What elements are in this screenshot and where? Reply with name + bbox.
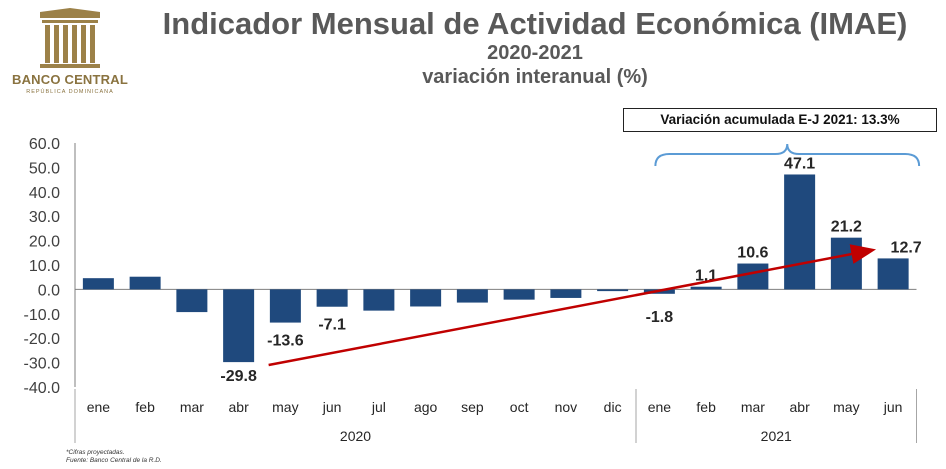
- y-tick-label: -40.0: [24, 380, 61, 397]
- y-tick-label: 40.0: [29, 185, 60, 202]
- bar: [550, 289, 582, 298]
- x-tick-label: mar: [741, 399, 765, 415]
- bar: [597, 289, 629, 292]
- bar: [363, 289, 395, 311]
- data-label: -1.8: [646, 309, 674, 326]
- footnote-source: Fuente: Banco Central de la R.D.: [66, 457, 162, 464]
- x-tick-label: abr: [790, 399, 811, 415]
- y-tick-label: 30.0: [29, 209, 60, 226]
- y-tick-label: 50.0: [29, 160, 60, 177]
- y-tick-label: 60.0: [29, 136, 60, 153]
- data-label: 21.2: [831, 219, 862, 236]
- bar: [316, 289, 348, 307]
- x-tick-label: jul: [371, 399, 386, 415]
- y-tick-label: -30.0: [24, 356, 61, 373]
- logo-bank-name: BANCO CENTRAL: [12, 72, 128, 87]
- footnotes: *Cifras proyectadas. Fuente: Banco Centr…: [66, 449, 162, 465]
- x-tick-label: may: [272, 399, 298, 415]
- x-tick-label: feb: [135, 399, 155, 415]
- bank-building-icon: [40, 8, 100, 68]
- x-tick-label: mar: [180, 399, 204, 415]
- bar: [737, 263, 769, 290]
- y-tick-label: 20.0: [29, 234, 60, 251]
- x-tick-label: feb: [696, 399, 716, 415]
- y-tick-label: 10.0: [29, 258, 60, 275]
- bar: [503, 289, 535, 300]
- footnote-projected: *Cifras proyectadas.: [66, 449, 125, 456]
- bar: [269, 289, 301, 323]
- x-tick-label: dic: [604, 399, 622, 415]
- y-tick-label: 0.0: [38, 282, 60, 299]
- bar: [176, 289, 208, 313]
- year-group-label: 2021: [761, 428, 792, 444]
- year-group-label: 2020: [340, 428, 371, 444]
- chart-subtitle: variación interanual (%): [422, 66, 648, 88]
- data-label: -29.8: [220, 368, 257, 385]
- y-tick-label: -10.0: [24, 307, 61, 324]
- x-tick-label: nov: [555, 399, 578, 415]
- bar: [690, 286, 722, 290]
- data-label: -13.6: [267, 333, 304, 350]
- x-tick-label: ene: [648, 399, 672, 415]
- x-tick-label: ene: [87, 399, 111, 415]
- x-tick-label: abr: [229, 399, 250, 415]
- x-tick-label: jun: [883, 399, 903, 415]
- bar: [129, 276, 161, 290]
- imae-bar-chart: 60.0 50.0 40.0 30.0 20.0 10.0 0.0 -10.0 -20.0 -30…: [24, 136, 922, 444]
- x-tick-label: jun: [322, 399, 342, 415]
- chart-period: 2020-2021: [487, 42, 583, 64]
- y-tick-label: -20.0: [24, 331, 61, 348]
- bar: [784, 174, 816, 290]
- data-label: 10.6: [737, 245, 768, 262]
- bar: [223, 289, 255, 363]
- bar: [456, 289, 488, 303]
- x-tick-label: ago: [414, 399, 438, 415]
- bar: [410, 289, 442, 307]
- x-tick-label: sep: [461, 399, 484, 415]
- data-label: 12.7: [891, 239, 922, 256]
- x-tick-label: may: [833, 399, 859, 415]
- data-label: -7.1: [318, 317, 346, 334]
- chart-title: Indicador Mensual de Actividad Económica…: [162, 6, 908, 41]
- logo-bank-subtitle: REPÚBLICA DOMINICANA: [26, 89, 114, 95]
- cumulative-variation-callout: Variación acumulada E-J 2021: 13.3%: [623, 108, 937, 132]
- data-label: 47.1: [784, 155, 815, 172]
- bracket-2021: [654, 143, 921, 167]
- x-tick-label: oct: [510, 399, 529, 415]
- central-bank-logo: BANCO CENTRAL REPÚBLICA DOMINICANA: [6, 6, 134, 102]
- trend-arrow: [268, 244, 877, 367]
- bar: [82, 278, 114, 290]
- bar: [877, 258, 909, 290]
- bar: [830, 237, 862, 290]
